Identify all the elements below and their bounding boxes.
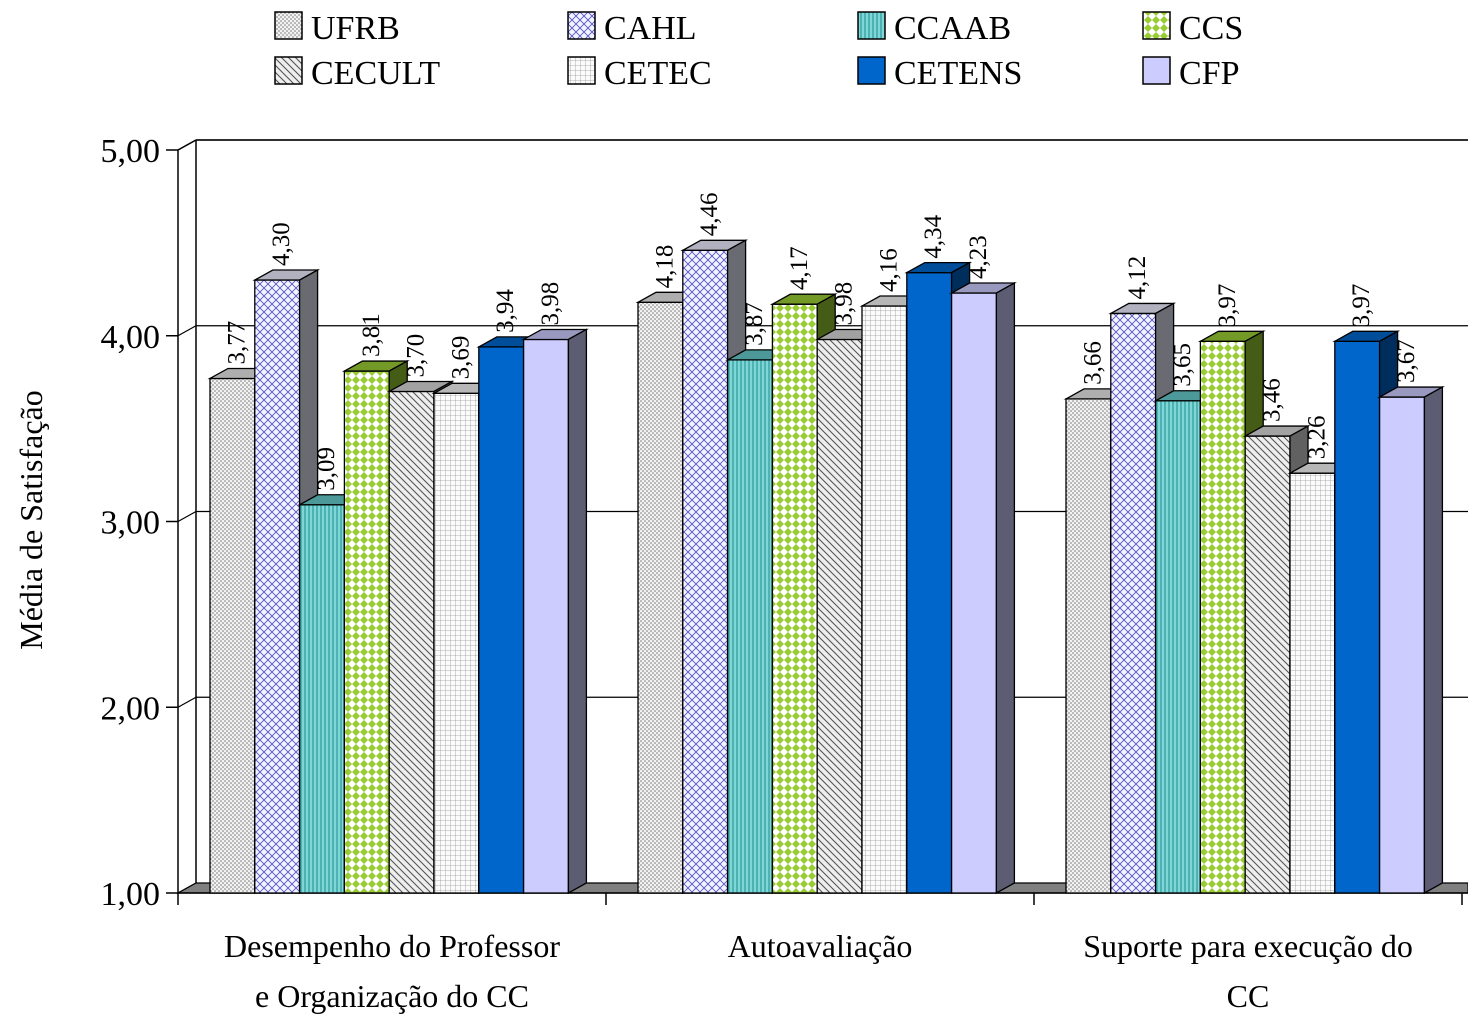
y-axis-title: Média de Satisfação bbox=[13, 390, 49, 649]
legend-label-cetec: CETEC bbox=[604, 55, 712, 92]
x-category-label: Autoavaliação bbox=[728, 928, 913, 964]
bar-side bbox=[567, 328, 588, 895]
y-tick-label: 5,00 bbox=[101, 133, 161, 170]
bar-front bbox=[254, 279, 301, 894]
x-category-label: CC bbox=[1227, 978, 1270, 1014]
gridline-diag bbox=[177, 510, 197, 523]
bar-side bbox=[995, 281, 1016, 895]
legend: UFRB CAHL CCAAB CCS CECULT CETEC CETENS CFP bbox=[274, 10, 1243, 92]
bar-front bbox=[816, 338, 863, 894]
data-label: 4,16 bbox=[875, 248, 902, 292]
bar-front bbox=[1110, 312, 1157, 894]
chart-floor: Desempenho do Professor e Organização do … bbox=[175, 882, 1468, 1014]
data-label: 3,65 bbox=[1169, 343, 1196, 387]
bar-front bbox=[906, 271, 953, 894]
bar-front bbox=[388, 390, 435, 894]
y-tick-label: 2,00 bbox=[101, 690, 161, 727]
y-tick-label: 1,00 bbox=[101, 876, 161, 913]
data-label: 3,98 bbox=[537, 282, 564, 326]
bar-front bbox=[861, 305, 908, 894]
legend-label-ccs: CCS bbox=[1179, 10, 1243, 47]
legend-label-cetens: CETENS bbox=[894, 55, 1022, 92]
legend-label-cahl: CAHL bbox=[604, 10, 697, 47]
legend-label-ufrb: UFRB bbox=[311, 10, 400, 47]
data-label: 3,66 bbox=[1079, 341, 1106, 385]
axes: Média de Satisfação bbox=[13, 390, 49, 649]
bar-front bbox=[771, 303, 818, 894]
legend-label-cfp: CFP bbox=[1179, 55, 1240, 92]
bars bbox=[207, 239, 1445, 895]
bar-front bbox=[950, 292, 998, 894]
data-label: 3,70 bbox=[403, 334, 430, 378]
data-label: 3,98 bbox=[831, 282, 858, 326]
legend-swatch-cetec bbox=[567, 56, 596, 85]
legend-swatch-ufrb bbox=[274, 11, 303, 40]
bar-cfp-0 bbox=[521, 328, 589, 895]
bar-front bbox=[1199, 340, 1246, 894]
legend-swatch-cetens bbox=[857, 56, 886, 85]
data-label: 4,12 bbox=[1124, 256, 1151, 300]
bar-front bbox=[1065, 398, 1112, 894]
legend-swatch-ccs bbox=[1142, 11, 1171, 40]
data-label: 3,87 bbox=[741, 302, 768, 346]
data-label: 3,81 bbox=[358, 313, 385, 357]
data-label: 4,18 bbox=[651, 245, 678, 289]
bar-front bbox=[209, 377, 256, 894]
data-label: 3,69 bbox=[447, 336, 474, 380]
data-label: 3,77 bbox=[223, 321, 250, 365]
data-label: 3,97 bbox=[1348, 284, 1375, 328]
gridline-diag bbox=[177, 139, 197, 151]
bar-front bbox=[433, 392, 480, 894]
data-label: 3,46 bbox=[1259, 378, 1286, 422]
data-label: 4,46 bbox=[696, 193, 723, 237]
data-label: 4,30 bbox=[268, 222, 295, 266]
bar-front bbox=[637, 301, 684, 894]
data-label: 4,34 bbox=[920, 214, 947, 258]
bar-cfp-2 bbox=[1377, 385, 1445, 895]
data-labels: 3,77 4,30 3,09 3,81 3,70 3,69 3,94 3,98 4,18 4,46… bbox=[223, 193, 1420, 491]
gridline-diag bbox=[177, 696, 197, 708]
bar-side bbox=[1423, 385, 1444, 895]
x-category-label: Desempenho do Professor bbox=[224, 928, 560, 964]
data-label: 3,94 bbox=[492, 289, 519, 333]
bar-front bbox=[478, 346, 525, 894]
data-label: 4,17 bbox=[786, 246, 813, 290]
data-label: 3,67 bbox=[1393, 339, 1420, 383]
bar-front bbox=[298, 504, 346, 894]
gridlines: 1,00 2,00 3,00 4,00 5,00 bbox=[101, 133, 1468, 913]
legend-swatch-ccaab bbox=[857, 11, 886, 40]
gridline-diag bbox=[177, 325, 197, 337]
bar-front bbox=[1244, 435, 1291, 894]
bar-front bbox=[522, 338, 570, 894]
bar-front bbox=[1154, 400, 1202, 894]
x-category-label: Suporte para execução do bbox=[1083, 928, 1413, 964]
legend-label-cecult: CECULT bbox=[311, 55, 440, 92]
bar-cfp-1 bbox=[949, 281, 1017, 895]
data-label: 3,97 bbox=[1214, 284, 1241, 328]
bar-front bbox=[1334, 340, 1381, 894]
legend-swatch-cecult bbox=[274, 56, 303, 85]
data-label: 3,26 bbox=[1303, 415, 1330, 459]
y-tick-label: 3,00 bbox=[101, 505, 161, 542]
bar-front bbox=[1378, 396, 1426, 894]
legend-swatch-cahl bbox=[567, 11, 596, 40]
x-category-label: e Organização do CC bbox=[255, 978, 529, 1014]
legend-swatch-cfp bbox=[1142, 56, 1171, 85]
bar-front bbox=[726, 359, 774, 894]
legend-label-ccaab: CCAAB bbox=[894, 10, 1011, 47]
data-label: 3,09 bbox=[313, 447, 340, 491]
bar-front bbox=[343, 370, 390, 894]
bar-front bbox=[1289, 472, 1336, 894]
data-label: 4,23 bbox=[965, 235, 992, 279]
bar-front bbox=[682, 249, 729, 894]
y-tick-label: 4,00 bbox=[101, 319, 161, 356]
